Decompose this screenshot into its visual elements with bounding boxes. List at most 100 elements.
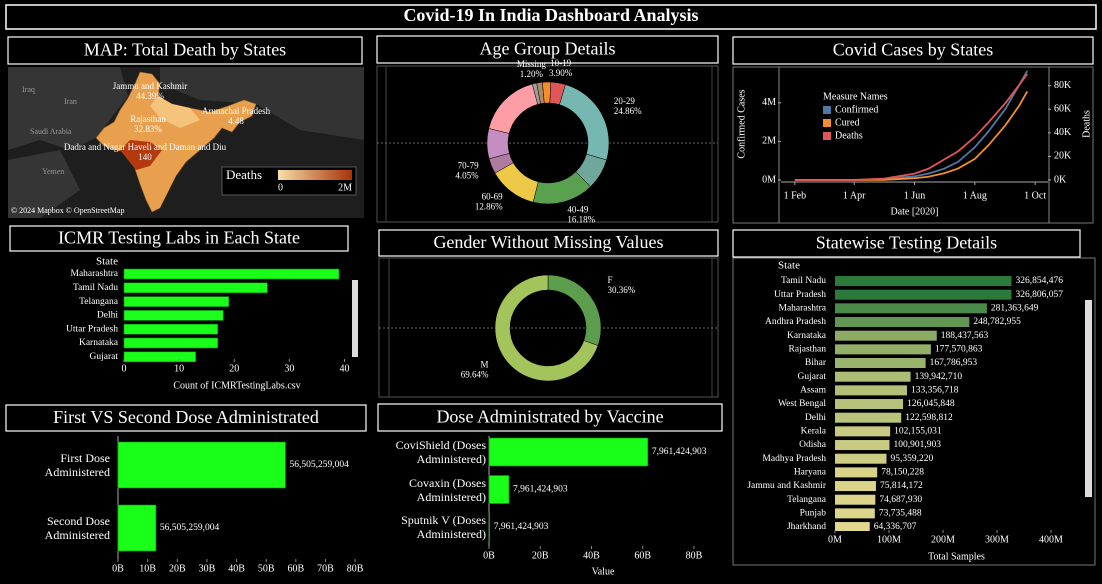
slice-value-label: 24.86% <box>614 106 642 116</box>
value-label: 122,598,812 <box>905 413 953 423</box>
category-label: Tamil Nadu <box>73 283 118 293</box>
bar <box>123 337 219 349</box>
value-label: 75,814,172 <box>880 481 923 491</box>
category-label: Jammu and Kashmir <box>747 481 826 491</box>
x-tick-label: 400M <box>1039 534 1063 545</box>
legend-title: Deaths <box>226 167 262 182</box>
x-tick-label: 50B <box>258 563 275 574</box>
bar-group: Tamil Nadu 326,854,476 Uttar Pradesh 326,80… <box>747 276 1064 532</box>
x-tick-label: 1 Feb <box>784 190 807 201</box>
category-label: Gujarat <box>90 352 119 362</box>
x-tick-label: 100M <box>877 534 901 545</box>
panel-title: Age Group Details <box>480 39 616 59</box>
bar <box>835 385 908 396</box>
legend-label: Confirmed <box>835 104 878 115</box>
panel-title: ICMR Testing Labs in Each State <box>58 228 300 248</box>
category-label: West Bengal <box>778 399 826 409</box>
donut-slice <box>486 128 510 160</box>
map-land <box>8 67 128 150</box>
category-label: Sputnik V (Doses Administered) <box>401 513 486 541</box>
category-label: Telangana <box>787 495 827 505</box>
bar <box>835 317 970 328</box>
value-label: 326,854,476 <box>1016 276 1064 286</box>
bar <box>123 296 230 307</box>
panel-title: Statewise Testing Details <box>816 233 997 253</box>
category-label: Maharashtra <box>779 304 827 314</box>
map-value-label: 32.83% <box>134 124 162 134</box>
category-label: Tamil Nadu <box>781 276 826 286</box>
legend-title: Measure Names <box>823 91 888 102</box>
panel-border <box>732 66 1094 224</box>
category-label: Assam <box>800 386 826 396</box>
bar <box>835 508 875 519</box>
bar <box>835 303 987 314</box>
x-tick-label: 0M <box>828 534 842 545</box>
map-land <box>160 67 364 140</box>
colorbar-tick-label: 0 <box>278 182 283 193</box>
value-label: 78,150,228 <box>881 468 924 478</box>
value-label: 133,356,718 <box>911 386 959 396</box>
panel-title: MAP: Total Death by States <box>84 40 286 60</box>
panel-title-box <box>5 404 367 432</box>
bar <box>835 399 904 410</box>
panel-title: Dose Administrated by Vaccine <box>436 407 663 427</box>
y2-tick-label: 40K <box>1054 127 1072 138</box>
x-tick-label: 20 <box>229 363 239 374</box>
place-label: Iraq <box>22 85 35 94</box>
category-label: Odisha <box>799 440 827 450</box>
y2-tick-label: 60K <box>1054 104 1072 115</box>
category-label: Uttar Pradesh <box>774 290 826 300</box>
x-tick-label: 40 <box>339 363 349 374</box>
map-label: Jammu and Kashmir <box>113 81 188 91</box>
x-tick-label: 30 <box>284 363 294 374</box>
bar <box>488 512 491 542</box>
map-india <box>95 71 257 213</box>
map-value-label: 140 <box>138 152 152 162</box>
y-axis-header: State <box>96 256 118 268</box>
panel-title-box <box>9 225 349 252</box>
x-tick-label: 200M <box>931 534 955 545</box>
panel-title-box <box>732 36 1094 65</box>
category-label: Kerala <box>801 427 827 437</box>
slice-value-label: 16.18% <box>567 215 595 225</box>
x-tick-label: 10 <box>174 363 184 374</box>
map-label: Dadra and Nagar Haveli and Daman and Diu <box>64 142 227 152</box>
category-label: Karnataka <box>79 338 119 348</box>
category-label: Karnataka <box>787 331 827 341</box>
x-tick-label: 40B <box>228 563 245 574</box>
x-axis-label: Value <box>592 566 615 577</box>
donut-slice <box>559 84 610 161</box>
bar <box>123 268 340 280</box>
value-label: 326,806,057 <box>1015 290 1063 300</box>
x-tick-label: 1 Jun <box>904 190 925 201</box>
x-tick-label: 300M <box>985 534 1009 545</box>
x-tick-label: 70B <box>317 563 334 574</box>
value-label: 7,961,424,903 <box>652 447 707 457</box>
category-label: Covaxin (Doses Administered) <box>409 475 486 504</box>
slice-value-label: 69.64% <box>461 369 489 379</box>
y-tick-label: 2M <box>762 136 776 147</box>
category-label: Maharashtra <box>71 269 119 279</box>
scrollbar[interactable] <box>1085 300 1092 497</box>
bar <box>835 412 902 423</box>
legend-label: Deaths <box>835 130 863 141</box>
x-axis-label: Date [2020] <box>890 206 938 217</box>
category-label: Uttar Pradesh <box>66 324 118 334</box>
category-label: Second Dose Administered <box>44 514 110 542</box>
x-tick-label: 80B <box>686 550 703 561</box>
x-tick-label: 30B <box>199 563 216 574</box>
value-label: 7,961,424,903 <box>494 522 549 532</box>
panel-title-box <box>732 229 1081 258</box>
bar-group: 7,961,424,903 7,961,424,903 7,961,424,903 <box>488 437 707 542</box>
place-label: Yemen <box>42 167 64 176</box>
y-axis-label: Confirmed Cases <box>736 89 747 158</box>
bar <box>835 440 890 451</box>
bar <box>835 289 1012 300</box>
value-label: 248,782,955 <box>973 317 1021 327</box>
scrollbar[interactable] <box>352 280 358 357</box>
category-label: Jharkhand <box>787 522 826 532</box>
category-label: Madhya Pradesh <box>762 454 826 464</box>
title-box <box>5 4 1097 30</box>
x-axis-label: Count of ICMRTestingLabs.csv <box>173 380 300 391</box>
